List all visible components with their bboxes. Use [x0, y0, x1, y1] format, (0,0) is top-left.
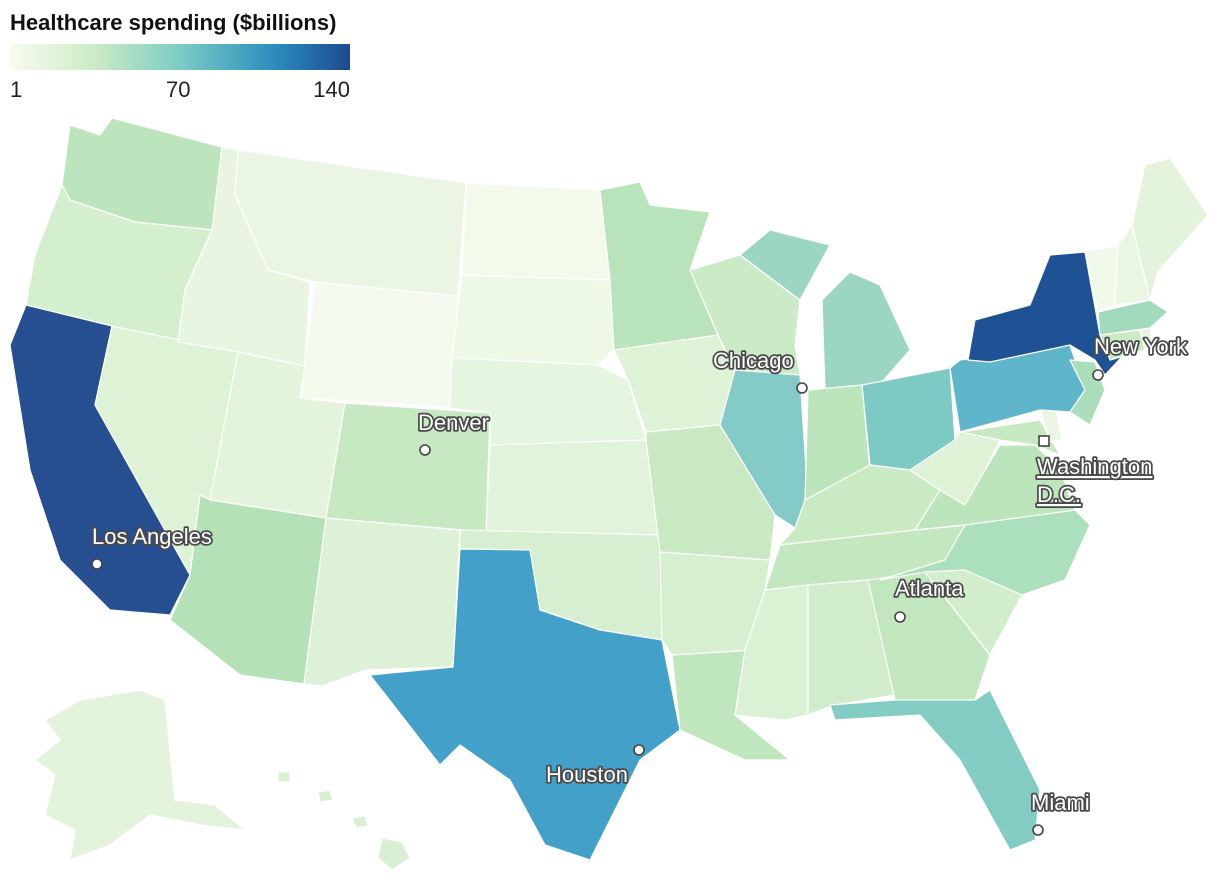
city-label-denver: Denver	[418, 410, 489, 435]
map-legend: Healthcare spending ($billions) 1 70 140	[10, 8, 350, 105]
state-hawaii-oahu[interactable]	[317, 789, 334, 803]
city-label-houston: Houston	[546, 762, 628, 787]
city-marker-miami[interactable]	[1032, 824, 1044, 836]
legend-ticks: 1 70 140	[10, 77, 350, 105]
city-label-washington-dc-line2: D.C.	[1037, 482, 1081, 507]
state-michigan-upper[interactable]	[739, 229, 831, 301]
states-layer	[9, 117, 1209, 871]
state-texas[interactable]	[369, 548, 681, 861]
state-kansas[interactable]	[485, 439, 661, 536]
legend-max-label: 140	[313, 77, 350, 102]
state-new-mexico[interactable]	[303, 517, 461, 687]
city-marker-los-angeles[interactable]	[91, 558, 103, 570]
state-maine[interactable]	[1131, 157, 1209, 301]
state-hawaii-kauai[interactable]	[277, 771, 291, 783]
state-florida[interactable]	[829, 689, 1041, 851]
city-marker-new-york[interactable]	[1092, 369, 1104, 381]
city-marker-chicago[interactable]	[796, 382, 808, 394]
state-minnesota[interactable]	[599, 181, 719, 351]
legend-mid-label: 70	[166, 77, 191, 102]
legend-title: Healthcare spending ($billions)	[10, 10, 337, 35]
state-north-dakota[interactable]	[461, 182, 611, 281]
state-maryland[interactable]	[959, 419, 1061, 456]
state-hawaii-big-island[interactable]	[377, 837, 411, 871]
city-label-chicago: Chicago	[713, 348, 794, 373]
city-label-new-york: New York	[1094, 334, 1188, 359]
city-label-miami: Miami	[1031, 790, 1090, 815]
city-marker-denver[interactable]	[419, 444, 431, 456]
legend-color-ramp	[10, 44, 350, 70]
state-south-dakota[interactable]	[451, 274, 615, 366]
state-alabama[interactable]	[807, 579, 896, 716]
city-marker-atlanta[interactable]	[894, 611, 906, 623]
city-markers: Los Angeles Denver Chicago New York Wash…	[90, 332, 1190, 836]
state-massachusetts[interactable]	[1097, 299, 1169, 336]
state-hawaii-maui[interactable]	[351, 815, 369, 829]
city-marker-houston[interactable]	[633, 744, 645, 756]
city-label-washington-dc-line1: Washington	[1037, 454, 1152, 479]
legend-min-label: 1	[10, 77, 23, 102]
city-label-atlanta: Atlanta	[895, 576, 964, 601]
state-wyoming[interactable]	[299, 281, 459, 409]
state-alaska[interactable]	[34, 689, 246, 861]
city-marker-washington-dc[interactable]	[1038, 435, 1050, 447]
city-label-los-angeles: Los Angeles	[92, 524, 212, 549]
state-michigan-lower[interactable]	[821, 271, 911, 391]
